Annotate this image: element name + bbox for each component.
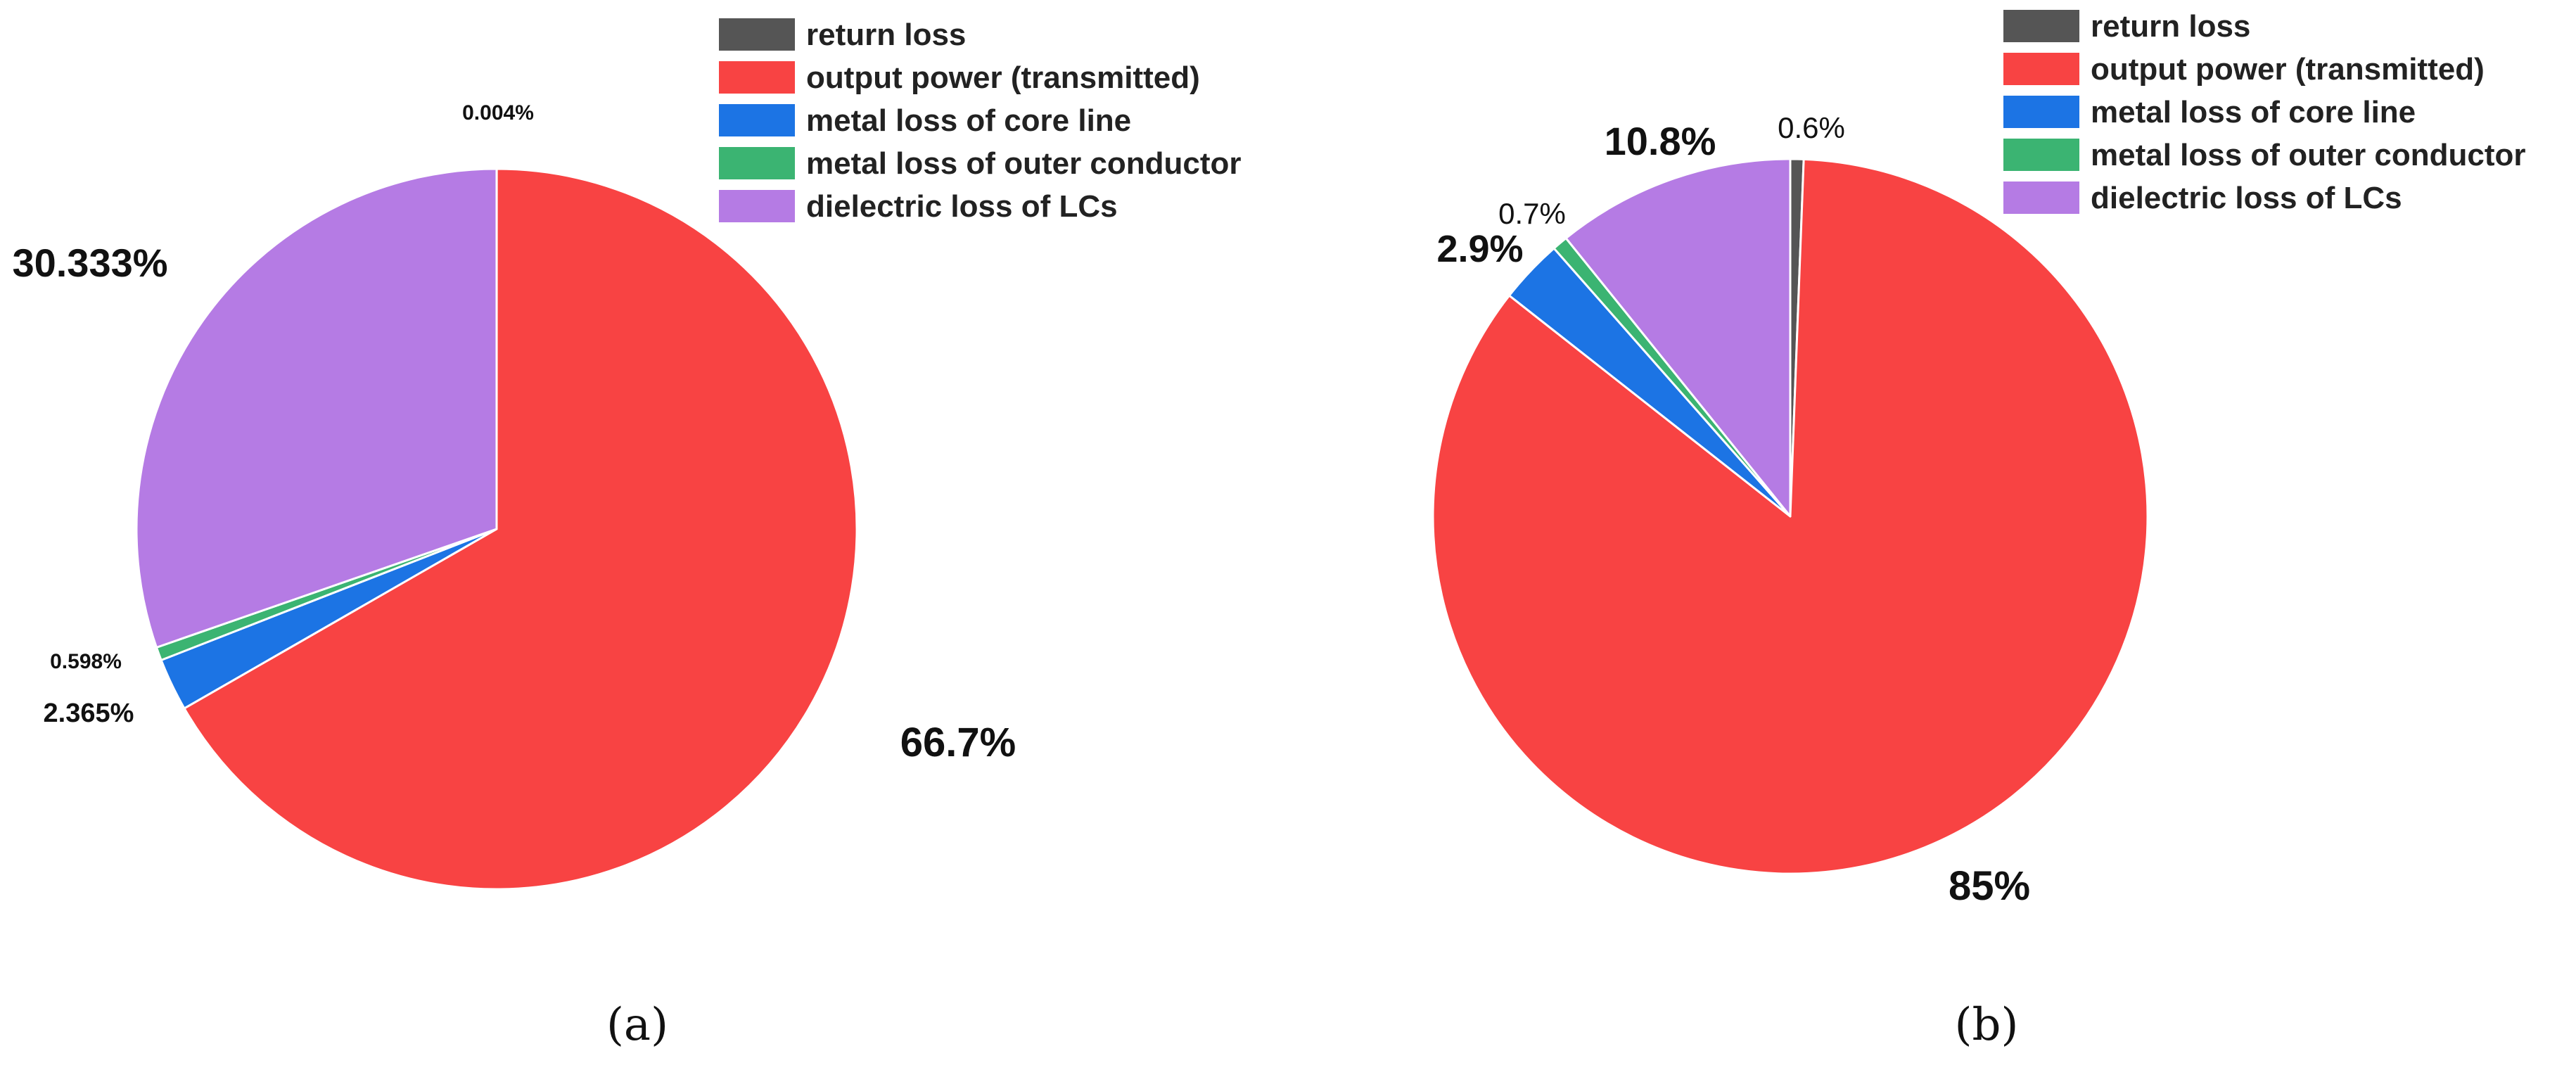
legend-swatch-metal-loss-of-outer-conductor — [2003, 139, 2079, 171]
legend-swatch-metal-loss-of-outer-conductor — [719, 147, 795, 179]
pie-slice-dielectric-loss-of-lcs — [135, 167, 498, 649]
chart-panel-a: 0.004% 66.7% 2.365% 0.598% 30.333% return los… — [12, 18, 1241, 1051]
slice-label-return-loss: 0.004% — [462, 101, 534, 125]
legend-label-metal-loss-of-outer-conductor: metal loss of outer conductor — [806, 146, 1242, 181]
legend-label-metal-loss-of-core-line: metal loss of core line — [2091, 95, 2416, 129]
legend-label-return-loss: return loss — [2091, 9, 2250, 44]
legend-swatch-dielectric-loss-of-lcs — [2003, 181, 2079, 214]
slice-label-dielectric-loss-of-lcs: 10.8% — [1605, 119, 1716, 163]
legend-label-dielectric-loss-of-lcs: dielectric loss of LCs — [2091, 181, 2402, 215]
slice-label-output-power-transmitted: 66.7% — [900, 720, 1016, 765]
legend-label-dielectric-loss-of-lcs: dielectric loss of LCs — [806, 189, 1118, 224]
legend-label-metal-loss-of-outer-conductor: metal loss of outer conductor — [2091, 138, 2526, 172]
chart-panel-b: 0.6% 85% 2.9%0.7% 10.8% return loss output po… — [1432, 9, 2526, 1051]
panel-caption: (b) — [1955, 999, 2019, 1051]
legend-swatch-metal-loss-of-core-line — [2003, 96, 2079, 128]
slice-label-dielectric-loss-of-lcs: 30.333% — [12, 241, 167, 285]
legend-swatch-output-power-transmitted — [2003, 53, 2079, 85]
pie-slice-output-power-transmitted — [183, 167, 858, 891]
legend-swatch-output-power-transmitted — [719, 61, 795, 94]
legend-label-output-power-transmitted: output power (transmitted) — [2091, 52, 2485, 87]
slice-label-metal-loss-of-core-line: 2.365% — [44, 699, 134, 728]
legend: return loss output power (transmitted) met… — [719, 18, 1242, 224]
legend: return loss output power (transmitted) met… — [2003, 9, 2526, 215]
slice-label-metal-loss-of-core-line: 2.9% — [1436, 228, 1523, 270]
legend-swatch-metal-loss-of-core-line — [719, 104, 795, 136]
slice-label-return-loss: 0.6% — [1778, 111, 1845, 144]
pie-slices — [1432, 158, 2149, 875]
legend-label-return-loss: return loss — [806, 18, 966, 52]
pie-slice-dielectric-loss-of-lcs — [1564, 158, 1792, 518]
panel-caption: (a) — [606, 999, 668, 1051]
slice-label-output-power-transmitted: 85% — [1949, 863, 2030, 909]
legend-label-metal-loss-of-core-line: metal loss of core line — [806, 103, 1131, 138]
legend-swatch-dielectric-loss-of-lcs — [719, 190, 795, 222]
pie-slices — [135, 167, 858, 891]
legend-swatch-return-loss — [719, 18, 795, 51]
legend-swatch-return-loss — [2003, 10, 2079, 42]
slice-label-metal-loss-of-outer-conductor: 0.598% — [50, 650, 122, 673]
legend-label-output-power-transmitted: output power (transmitted) — [806, 60, 1200, 95]
slice-label-metal-loss-of-outer-conductor: 0.7% — [1498, 197, 1566, 230]
